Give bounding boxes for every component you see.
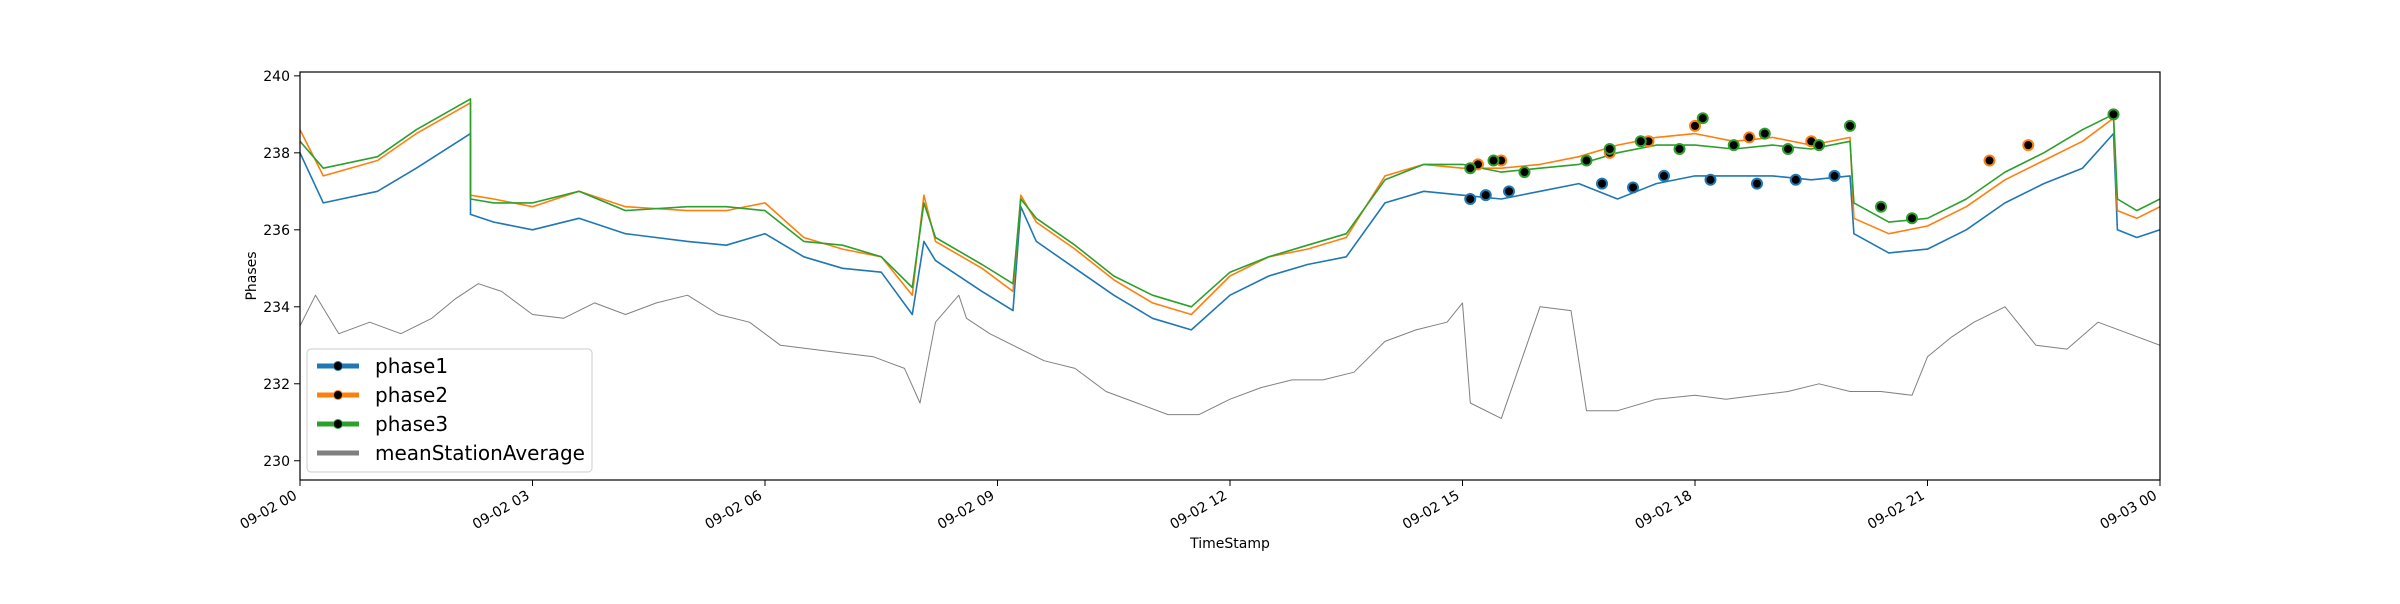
x-axis-label: TimeStamp bbox=[1189, 536, 1270, 552]
legend-box bbox=[306, 348, 593, 473]
x-tick-label: 09-02 21 bbox=[1865, 488, 1928, 533]
legend-marker-phase1 bbox=[333, 361, 343, 371]
x-axis: 09-02 00 09-02 03 09-02 06 09-02 09 09-02 12… bbox=[237, 480, 2161, 533]
x-tick-label: 09-02 06 bbox=[702, 488, 765, 533]
marker-point-phase1 bbox=[1627, 181, 1639, 194]
marker-point-phase2 bbox=[1743, 131, 1756, 144]
marker-point-phase1 bbox=[1596, 177, 1608, 190]
marker-point-phase3 bbox=[2107, 108, 2120, 121]
x-tick-label: 09-02 03 bbox=[470, 488, 533, 533]
marker-point-phase3 bbox=[1875, 200, 1887, 213]
marker-point-phase1 bbox=[1828, 169, 1841, 182]
marker-point-phase3 bbox=[1844, 119, 1856, 132]
marker-point-phase3 bbox=[1603, 142, 1616, 155]
marker-layer bbox=[1464, 108, 2120, 225]
marker-point-phase1 bbox=[1751, 177, 1763, 190]
marker-point-phase3 bbox=[1518, 166, 1531, 179]
legend-label-meanStationAverage: meanStationAverage bbox=[375, 441, 585, 465]
marker-point-phase1 bbox=[1503, 185, 1515, 198]
y-axis-label: Phases bbox=[244, 251, 260, 300]
marker-point-phase2 bbox=[2022, 139, 2035, 152]
series-line-phase3 bbox=[300, 98, 2160, 308]
x-tick-label: 09-03 00 bbox=[2097, 488, 2160, 533]
marker-point-phase3 bbox=[1906, 212, 1918, 225]
marker-point-phase3 bbox=[1673, 142, 1686, 155]
marker-point-phase1 bbox=[1789, 173, 1802, 186]
series-line-phase2 bbox=[300, 102, 2160, 316]
y-tick-label: 236 bbox=[263, 223, 290, 239]
legend-label-phase2: phase2 bbox=[375, 383, 448, 407]
marker-point-phase1 bbox=[1658, 169, 1670, 182]
marker-point-phase3 bbox=[1727, 139, 1740, 152]
marker-point-phase1 bbox=[1704, 173, 1717, 186]
series-layer bbox=[300, 98, 2160, 419]
y-tick-label: 234 bbox=[263, 300, 290, 316]
legend-marker-phase2 bbox=[333, 390, 343, 400]
marker-point-phase3 bbox=[1580, 154, 1593, 167]
series-line-phase1 bbox=[300, 132, 2160, 331]
marker-point-phase3 bbox=[1464, 162, 1477, 175]
marker-point-phase2 bbox=[1689, 119, 1701, 132]
x-tick-label: 09-02 00 bbox=[237, 488, 300, 533]
x-tick-label: 09-02 12 bbox=[1167, 488, 1230, 533]
marker-point-phase1 bbox=[1464, 193, 1477, 206]
marker-point-phase3 bbox=[1634, 135, 1647, 148]
y-tick-label: 240 bbox=[263, 69, 290, 85]
legend: phase1 phase2 phase3 meanStationAverage bbox=[306, 348, 593, 473]
marker-point-phase1 bbox=[1479, 189, 1492, 202]
marker-point-phase3 bbox=[1487, 154, 1500, 167]
x-tick-label: 09-02 09 bbox=[935, 488, 998, 533]
y-tick-label: 230 bbox=[263, 454, 290, 470]
marker-point-phase3 bbox=[1782, 142, 1794, 155]
x-tick-label: 09-02 18 bbox=[1632, 488, 1695, 533]
series-line-meanStationAverage bbox=[300, 283, 2160, 419]
legend-marker-phase3 bbox=[333, 419, 343, 429]
marker-point-phase2 bbox=[1983, 154, 1996, 167]
marker-point-phase3 bbox=[1758, 127, 1771, 140]
x-tick-label: 09-02 15 bbox=[1400, 488, 1463, 533]
legend-label-phase1: phase1 bbox=[375, 354, 448, 378]
marker-point-phase3 bbox=[1696, 112, 1709, 125]
y-tick-label: 232 bbox=[263, 377, 290, 393]
y-tick-label: 238 bbox=[263, 146, 290, 162]
marker-point-phase3 bbox=[1813, 139, 1825, 152]
y-axis: 230 232 234 236 238 240 bbox=[263, 69, 300, 470]
legend-label-phase3: phase3 bbox=[375, 412, 448, 436]
